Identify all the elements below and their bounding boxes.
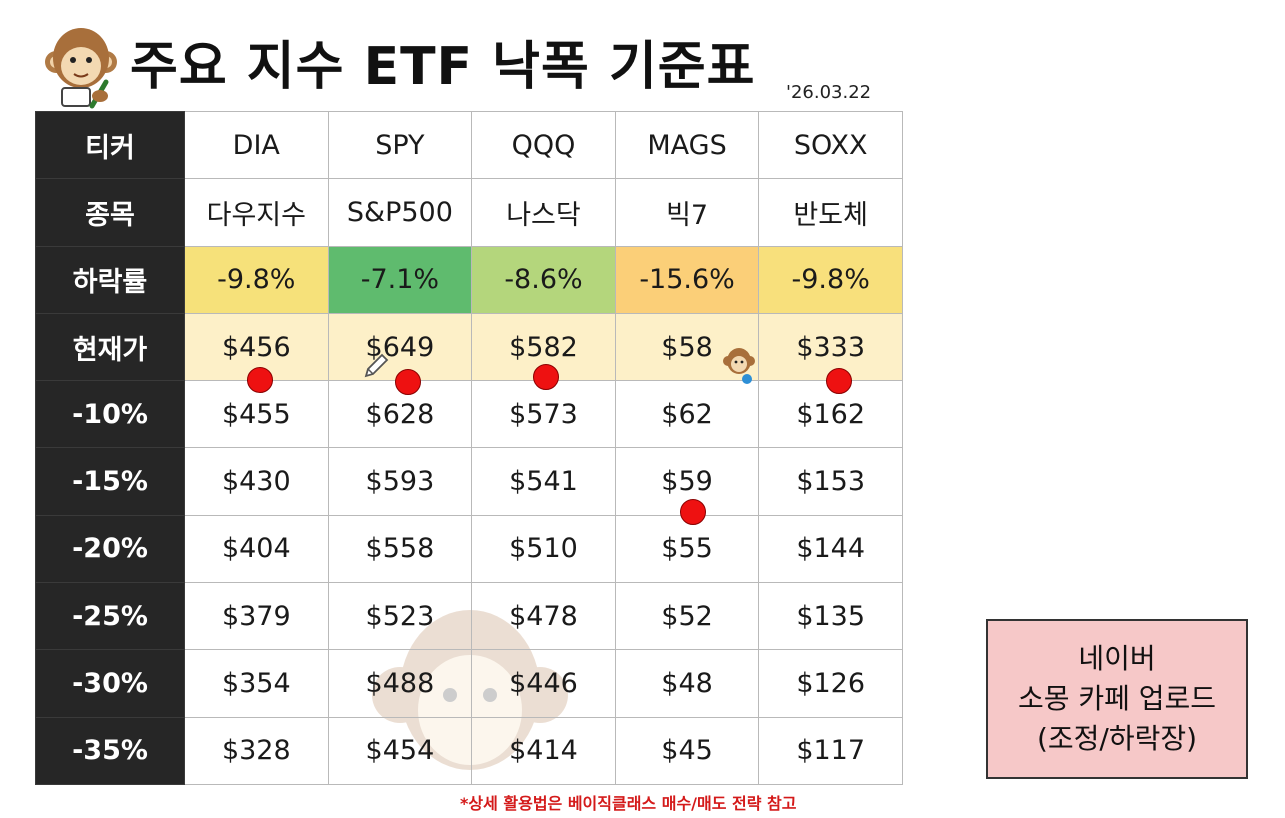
table-cell: $573 <box>471 380 616 449</box>
table-cell: $541 <box>471 447 616 516</box>
marker-dot <box>826 368 852 394</box>
table-cell: $523 <box>327 582 473 651</box>
table-cell: $488 <box>327 649 473 718</box>
table-row: -20% $404 $558 $510 $55 $144 <box>35 514 903 584</box>
table-cell: $455 <box>184 380 329 449</box>
pencil-icon <box>364 353 389 378</box>
table-row: -25% $379 $523 $478 $52 $135 <box>35 582 903 651</box>
table-cell: $62 <box>614 380 760 449</box>
footnote: *상세 활용법은 베이직클래스 매수/매도 전략 참고 <box>460 794 797 813</box>
table-cell: $593 <box>327 447 473 516</box>
table-cell: $478 <box>471 582 616 651</box>
table-cell: 빅7 <box>614 178 760 247</box>
table-cell: $354 <box>184 649 329 718</box>
monkey-mascot-icon <box>45 28 117 109</box>
marker-dot <box>395 369 421 395</box>
table-cell: $48 <box>614 649 760 718</box>
table-cell: $55 <box>614 514 760 584</box>
row-label: 종목 <box>35 178 185 247</box>
cafe-line: (조정/하락장) <box>1036 722 1198 755</box>
table-cell: $430 <box>184 447 329 516</box>
small-monkey-icon <box>723 348 755 384</box>
table-row: 현재가 $456 $649 $582 $58 $333 <box>35 312 903 382</box>
row-label: 하락률 <box>35 245 185 314</box>
table-cell: $52 <box>614 582 760 651</box>
marker-dot <box>680 499 706 525</box>
table-cell: 다우지수 <box>184 178 329 247</box>
table-cell: QQQ <box>471 110 616 180</box>
row-label: -15% <box>35 447 185 516</box>
table-cell: $454 <box>327 716 473 785</box>
table-row: -35% $328 $454 $414 $45 $117 <box>35 716 903 785</box>
table-cell: $379 <box>184 582 329 651</box>
decline-cell: -15.6% <box>614 245 760 314</box>
row-label: -35% <box>35 716 185 785</box>
row-label: -10% <box>35 380 185 449</box>
row-label: 현재가 <box>35 312 185 382</box>
date-label: '26.03.22 <box>786 82 872 103</box>
page-title: 주요 지수 ETF 낙폭 기준표 <box>130 37 756 97</box>
row-label: -25% <box>35 582 185 651</box>
price-cell: $649 <box>327 312 473 382</box>
table-row: -15% $430 $593 $541 $59 $153 <box>35 447 903 516</box>
decline-cell: -9.8% <box>758 245 903 314</box>
table-cell: $558 <box>327 514 473 584</box>
table-cell: $404 <box>184 514 329 584</box>
cafe-line: 소몽 카페 업로드 <box>1017 682 1217 715</box>
price-cell: $582 <box>471 312 616 382</box>
row-label: 티커 <box>35 110 185 180</box>
table-cell: $414 <box>471 716 616 785</box>
naver-cafe-box: 네이버 소몽 카페 업로드 (조정/하락장) <box>986 619 1248 779</box>
table-cell: $126 <box>758 649 903 718</box>
table-cell: 반도체 <box>758 178 903 247</box>
decline-cell: -9.8% <box>184 245 329 314</box>
marker-dot <box>247 367 273 393</box>
table-cell: $144 <box>758 514 903 584</box>
row-label: -20% <box>35 514 185 584</box>
drawdown-table: 티커 DIA SPY QQQ MAGS SOXX 종목 다우지수 S&P500 … <box>35 110 903 785</box>
table-cell: SPY <box>327 110 473 180</box>
table-cell: $446 <box>471 649 616 718</box>
table-row: -10% $455 $628 $573 $62 $162 <box>35 380 903 449</box>
table-cell: SOXX <box>758 110 903 180</box>
table-row: 하락률 -9.8% -7.1% -8.6% -15.6% -9.8% <box>35 245 903 314</box>
marker-dot <box>533 364 559 390</box>
table-cell: MAGS <box>614 110 760 180</box>
table-cell: $45 <box>614 716 760 785</box>
decline-cell: -7.1% <box>327 245 473 314</box>
row-label: -30% <box>35 649 185 718</box>
table-cell: $153 <box>758 447 903 516</box>
decline-cell: -8.6% <box>471 245 616 314</box>
table-cell: $328 <box>184 716 329 785</box>
table-cell: S&P500 <box>327 178 473 247</box>
table-cell: $117 <box>758 716 903 785</box>
table-row: -30% $354 $488 $446 $48 $126 <box>35 649 903 718</box>
table-row: 종목 다우지수 S&P500 나스닥 빅7 반도체 <box>35 178 903 247</box>
table-cell: DIA <box>184 110 329 180</box>
table-row: 티커 DIA SPY QQQ MAGS SOXX <box>35 110 903 180</box>
cafe-line: 네이버 <box>1078 642 1156 675</box>
table-cell: 나스닥 <box>471 178 616 247</box>
table-cell: $510 <box>471 514 616 584</box>
table-cell: $135 <box>758 582 903 651</box>
